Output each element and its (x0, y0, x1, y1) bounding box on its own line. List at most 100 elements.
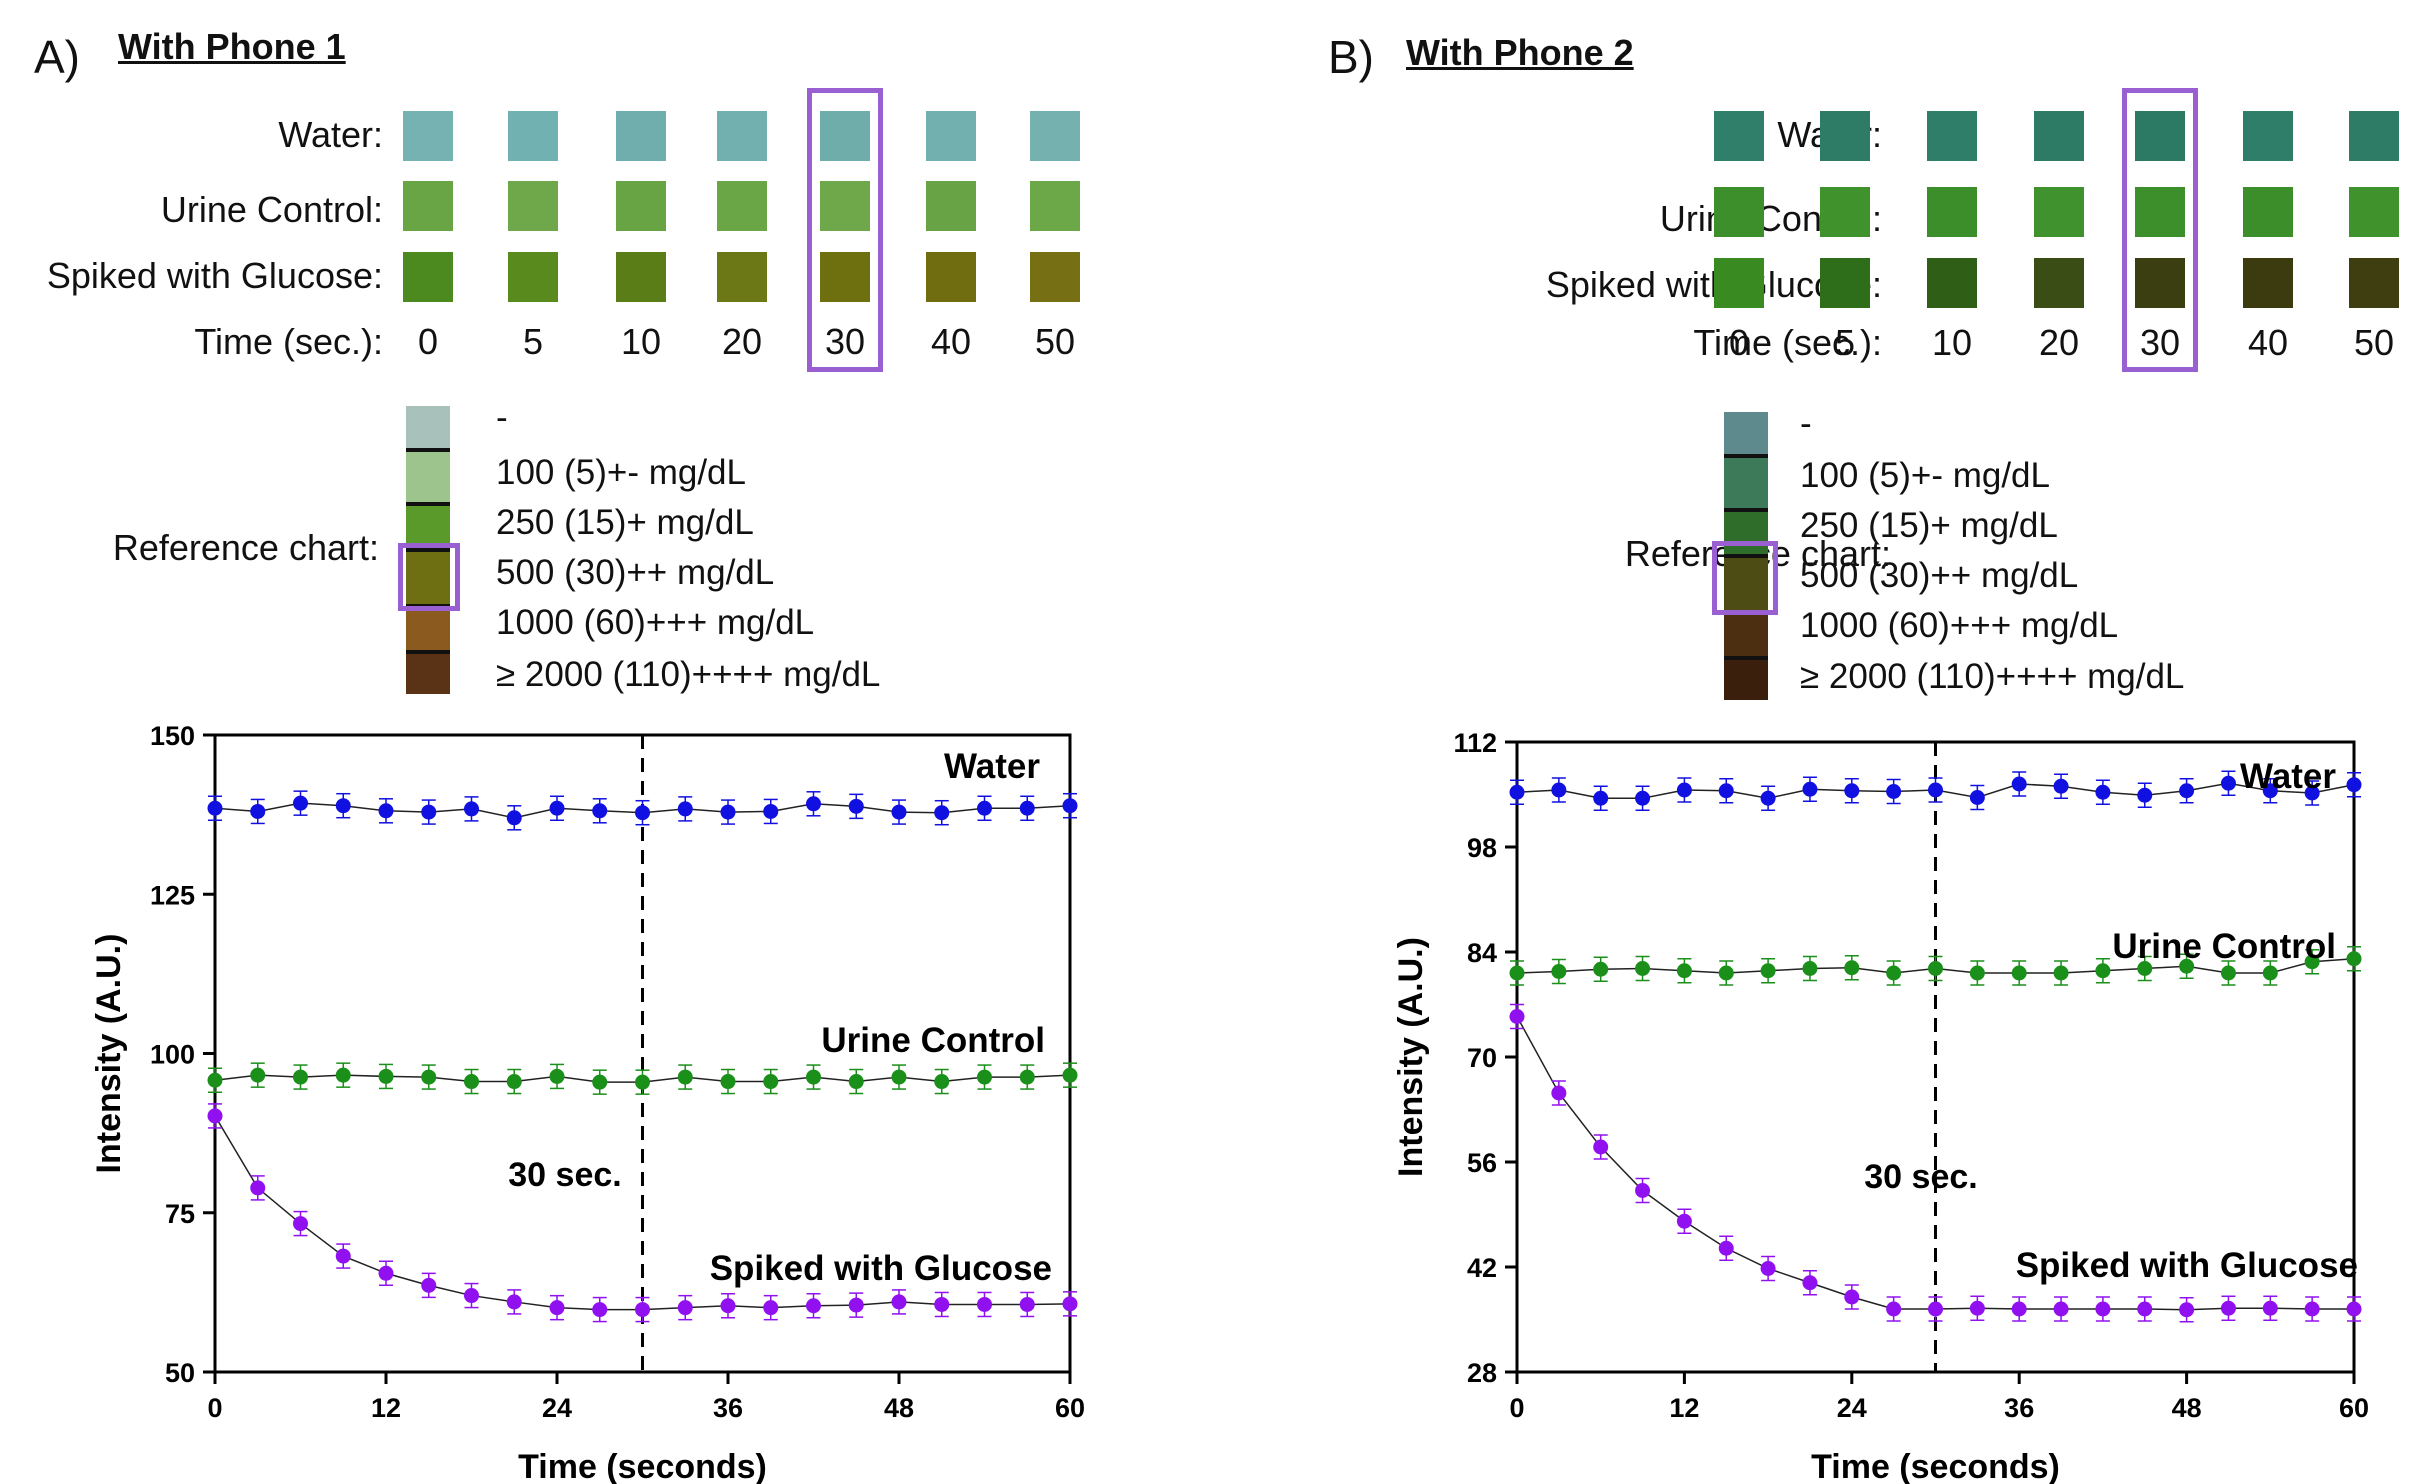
y-axis-label: Intensity (A.U.) (90, 934, 128, 1174)
data-point (1551, 1085, 1567, 1101)
swatch-spiked (1030, 252, 1080, 302)
swatch-water (403, 111, 453, 161)
x-axis-label: Time (seconds) (1811, 1448, 2060, 1484)
data-point (1928, 961, 1943, 976)
data-point (549, 800, 565, 816)
panel-b: B) With Phone 2 Water: Urine Control: Sp… (1206, 0, 2411, 1484)
data-point (1635, 1183, 1651, 1198)
data-point (2011, 776, 2027, 792)
data-point (2095, 963, 2111, 979)
data-point (464, 1288, 479, 1304)
data-point (335, 1067, 351, 1083)
reference-strip (1724, 412, 1768, 700)
y-tick-label: 150 (150, 721, 195, 751)
data-point (1718, 965, 1734, 981)
data-point (1593, 961, 1609, 977)
data-point (207, 1072, 223, 1088)
panel-letter: B) (1328, 31, 1374, 83)
swatch-spiked (717, 252, 767, 302)
swatch-water (1030, 111, 1080, 161)
ref-divider (1724, 508, 1768, 512)
data-point (464, 801, 479, 817)
data-point (207, 1108, 223, 1124)
data-point (1969, 1300, 1985, 1316)
data-point (848, 1297, 864, 1313)
data-point (720, 1074, 736, 1090)
swatch-urine-control (1714, 187, 1764, 237)
x-tick-label: 24 (1837, 1393, 1867, 1423)
data-point (335, 798, 351, 814)
swatch-water (1714, 111, 1764, 161)
ref-label: ≥ 2000 (110)++++ mg/dL (1800, 657, 2185, 696)
vline-label: 30 sec. (1864, 1158, 1977, 1196)
panel-a: A) With Phone 1 Water: Urine Control: Sp… (0, 0, 1205, 1484)
swatch-urine-control (820, 181, 870, 231)
swatch-spiked (926, 252, 976, 302)
series-label: Spiked with Glucose (2016, 1246, 2358, 1285)
swatch-urine-control (616, 181, 666, 231)
time-label: 30 (2139, 322, 2181, 363)
ref-label: - (1800, 404, 1812, 443)
series-label: Urine Control (821, 1021, 1045, 1060)
data-point (1844, 1289, 1860, 1305)
data-point (1760, 790, 1776, 806)
data-point (1551, 964, 1567, 979)
ref-label: 100 (5)+- mg/dL (1800, 456, 2050, 495)
ref-label: 250 (15)+ mg/dL (496, 503, 754, 542)
ref-label: 1000 (60)+++ mg/dL (496, 603, 815, 642)
data-point (806, 1069, 821, 1085)
time-label: 0 (1728, 322, 1750, 363)
data-point (506, 1074, 522, 1090)
chart-phone-2: 28 42 56 70 84 98 112 0 12 24 36 48 60 Time (seconds)… (1392, 728, 2369, 1484)
ref-label: 250 (15)+ mg/dL (1800, 506, 2058, 545)
series-label: Urine Control (2112, 927, 2336, 966)
data-point (2095, 1301, 2111, 1317)
data-point (720, 1298, 736, 1314)
time-label: 40 (2247, 322, 2289, 363)
swatch-water (2349, 111, 2399, 161)
swatch-urine-control (2034, 187, 2084, 237)
y-axis-label: Intensity (A.U.) (1392, 937, 1430, 1177)
y-tick-label: 28 (1467, 1358, 1497, 1388)
data-point (2053, 778, 2069, 794)
swatch-urine-control (2243, 187, 2293, 237)
data-point (2346, 1301, 2362, 1317)
data-point (2220, 1300, 2236, 1316)
y-tick-label: 50 (165, 1358, 195, 1388)
data-point (2304, 785, 2320, 801)
data-point (2304, 954, 2320, 970)
swatch-urine-control (403, 181, 453, 231)
highlight-30-sec-box (2122, 88, 2198, 372)
time-label: 30 (824, 321, 866, 362)
data-point (806, 1298, 821, 1314)
data-point (2053, 1301, 2069, 1317)
swatch-spiked (1927, 258, 1977, 308)
y-tick-label: 125 (150, 880, 195, 910)
ref-swatch (1724, 658, 1768, 700)
chart-phone-1: 50 75 100 125 150 0 12 24 36 48 60 Time (seconds) In… (90, 721, 1085, 1484)
swatch-spiked (2243, 258, 2293, 308)
data-point (1844, 783, 1860, 799)
swatch-urine-control (926, 181, 976, 231)
swatch-spiked (403, 252, 453, 302)
highlight-30-sec-box (807, 88, 883, 372)
data-point (250, 803, 266, 819)
data-point (2346, 777, 2362, 793)
data-point (293, 795, 308, 811)
data-point (421, 1277, 437, 1293)
data-point (763, 1074, 779, 1090)
data-point (891, 1069, 907, 1085)
swatch-spiked (2034, 258, 2084, 308)
data-point (1019, 800, 1035, 816)
data-point (1760, 1261, 1776, 1276)
data-point (2137, 787, 2153, 803)
swatch-water (2243, 111, 2293, 161)
data-point (891, 1294, 907, 1310)
data-point (549, 1068, 565, 1084)
data-point (1593, 790, 1609, 806)
y-tick-label: 70 (1467, 1043, 1497, 1073)
y-tick-label: 112 (1453, 728, 1497, 758)
data-point (378, 1068, 394, 1084)
x-tick-label: 0 (1509, 1393, 1524, 1423)
data-point (2262, 783, 2278, 799)
